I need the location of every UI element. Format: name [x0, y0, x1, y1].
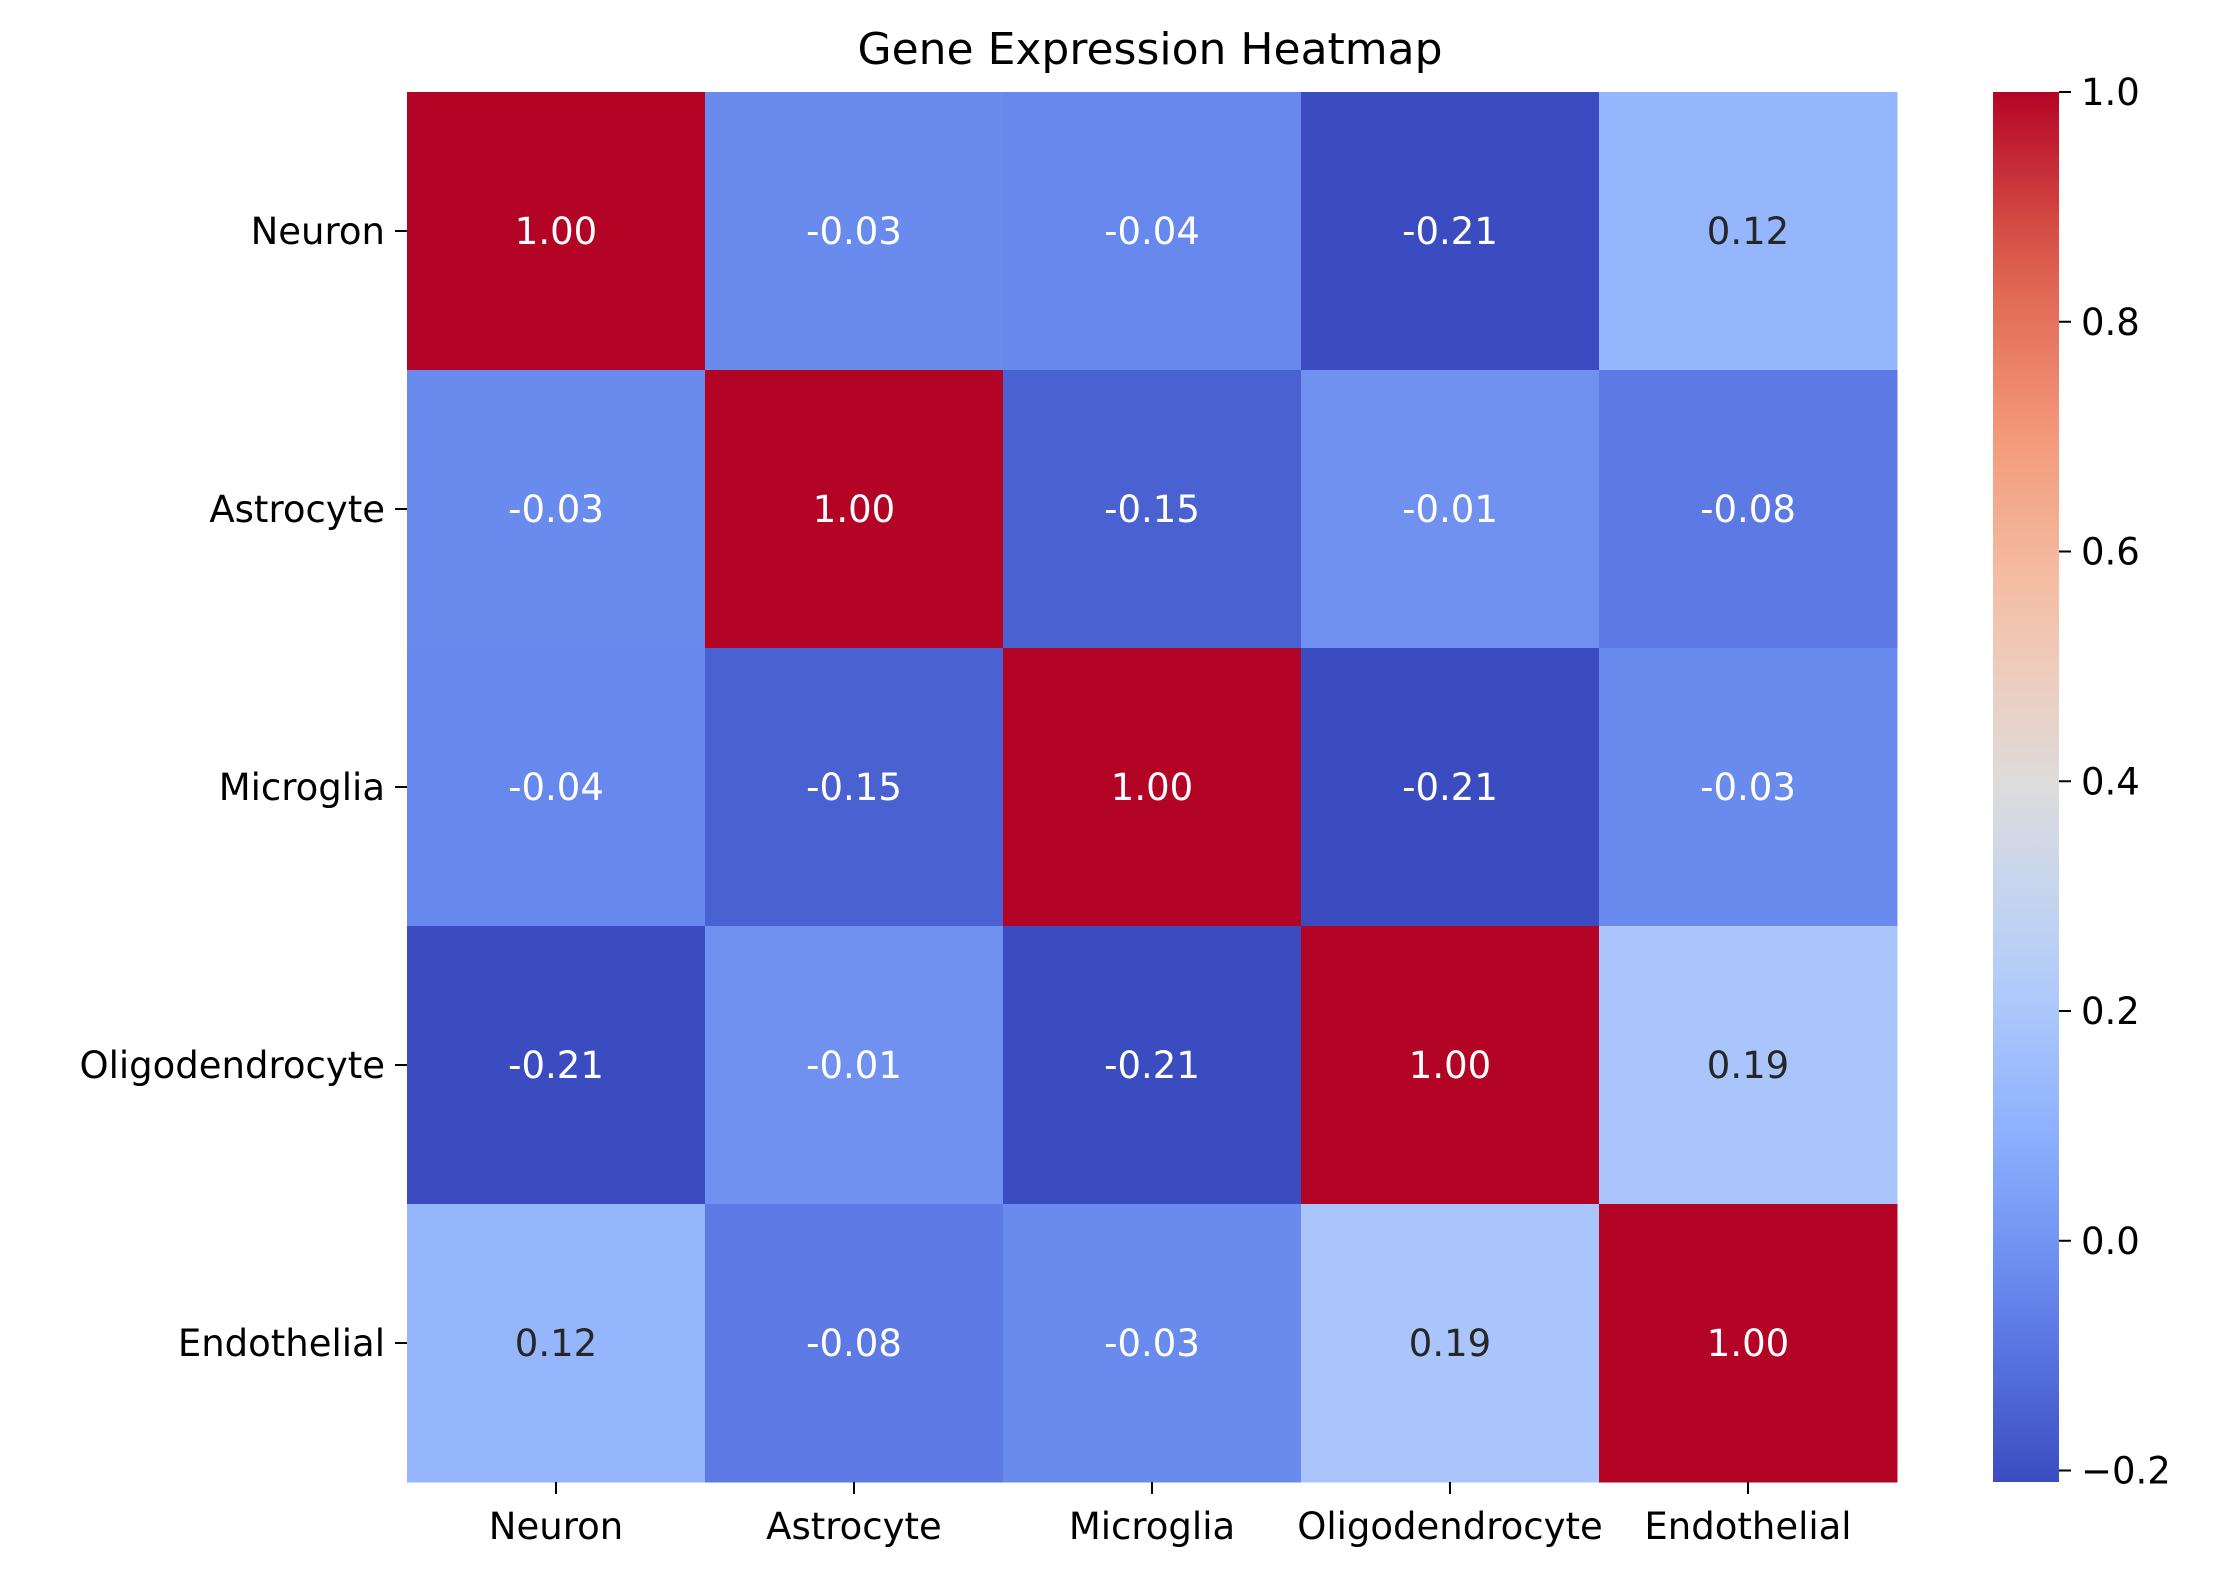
colorbar-tick-label: 0.6 [2081, 531, 2140, 574]
colorbar-tick-label: −0.2 [2081, 1450, 2171, 1493]
y-tick-label: Neuron [251, 210, 385, 253]
heatmap-cell [407, 926, 706, 1205]
heatmap-cell [1003, 926, 1302, 1205]
cell-annotation: 1.00 [1111, 766, 1193, 809]
cell-annotation: 0.19 [1409, 1322, 1491, 1365]
heatmap-cell [407, 1204, 706, 1483]
colorbar-tick-label: 0.4 [2081, 760, 2140, 803]
x-tick-label: Oligodendrocyte [1297, 1505, 1603, 1548]
y-tick-label: Endothelial [178, 1322, 385, 1365]
cell-annotation: 0.12 [1707, 210, 1789, 253]
cell-annotation: -0.21 [1104, 1044, 1200, 1087]
colorbar-tick-label: 0.2 [2081, 990, 2140, 1033]
cell-annotation: -0.01 [806, 1044, 902, 1087]
cell-annotation: -0.21 [1402, 766, 1498, 809]
y-axis: Neuron Astrocyte Microglia Oligodendrocyte E… [79, 210, 407, 1365]
heatmap-cell [1599, 92, 1898, 371]
cell-annotation: -0.03 [1700, 766, 1796, 809]
y-tick-label: Microglia [219, 766, 385, 809]
cell-annotation: 1.00 [1707, 1322, 1789, 1365]
heatmap-cell [705, 926, 1004, 1205]
cell-annotation: 0.19 [1707, 1044, 1789, 1087]
chart-title: Gene Expression Heatmap [857, 24, 1442, 75]
cell-annotation: -0.04 [1104, 210, 1200, 253]
heatmap-cell [407, 370, 706, 649]
x-tick-label: Microglia [1069, 1505, 1235, 1548]
heatmap-cell [1003, 648, 1302, 927]
cell-annotation: -0.21 [1402, 210, 1498, 253]
heatmap-cell [1599, 648, 1898, 927]
colorbar: −0.2 0.0 0.2 0.4 0.6 0.8 1.0 [1993, 71, 2171, 1493]
heatmap-cell [1301, 926, 1600, 1205]
cell-annotation: -0.01 [1402, 488, 1498, 531]
colorbar-tick-label: 1.0 [2081, 71, 2140, 114]
cell-annotation: -0.15 [806, 766, 902, 809]
colorbar-gradient [1993, 92, 2059, 1482]
heatmap-cell [705, 92, 1004, 371]
heatmap-cell [705, 1204, 1004, 1483]
cell-annotation: 0.12 [515, 1322, 597, 1365]
cell-annotation: -0.03 [508, 488, 604, 531]
heatmap-cell [1301, 370, 1600, 649]
cell-annotation: -0.21 [508, 1044, 604, 1087]
heatmap-cell [1599, 1204, 1898, 1483]
cell-annotation: -0.03 [806, 210, 902, 253]
cell-annotation: -0.08 [806, 1322, 902, 1365]
cell-annotation: -0.03 [1104, 1322, 1200, 1365]
x-tick-label: Neuron [489, 1505, 623, 1548]
heatmap-cell [1003, 370, 1302, 649]
heatmap-cell [705, 370, 1004, 649]
heatmap-cell [407, 92, 706, 371]
heatmap-cell [1301, 648, 1600, 927]
x-tick-label: Astrocyte [766, 1505, 942, 1548]
colorbar-tick-label: 0.8 [2081, 301, 2140, 344]
x-tick-label: Endothelial [1644, 1505, 1851, 1548]
heatmap-cell [1301, 1204, 1600, 1483]
heatmap-cell [705, 648, 1004, 927]
heatmap-cell [1599, 926, 1898, 1205]
heatmap-cell [1599, 370, 1898, 649]
heatmap-cell [1301, 92, 1600, 371]
heatmap-cell [407, 648, 706, 927]
heatmap-cell [1003, 1204, 1302, 1483]
cell-annotation: -0.08 [1700, 488, 1796, 531]
cell-annotation: -0.15 [1104, 488, 1200, 531]
y-tick-label: Astrocyte [209, 488, 385, 531]
cell-annotation: 1.00 [515, 210, 597, 253]
x-axis: Neuron Astrocyte Microglia Oligodendrocyte E… [489, 1482, 1852, 1548]
cell-annotation: -0.04 [508, 766, 604, 809]
cell-annotations: 1.00 -0.03 -0.04 -0.21 0.12 -0.03 1.00 -0.15 -0.… [508, 210, 1796, 1365]
y-tick-label: Oligodendrocyte [79, 1044, 385, 1087]
heatmap-cells [407, 92, 1898, 1483]
colorbar-tick-label: 0.0 [2081, 1220, 2140, 1263]
cell-annotation: 1.00 [813, 488, 895, 531]
heatmap-cell [1003, 92, 1302, 371]
cell-annotation: 1.00 [1409, 1044, 1491, 1087]
